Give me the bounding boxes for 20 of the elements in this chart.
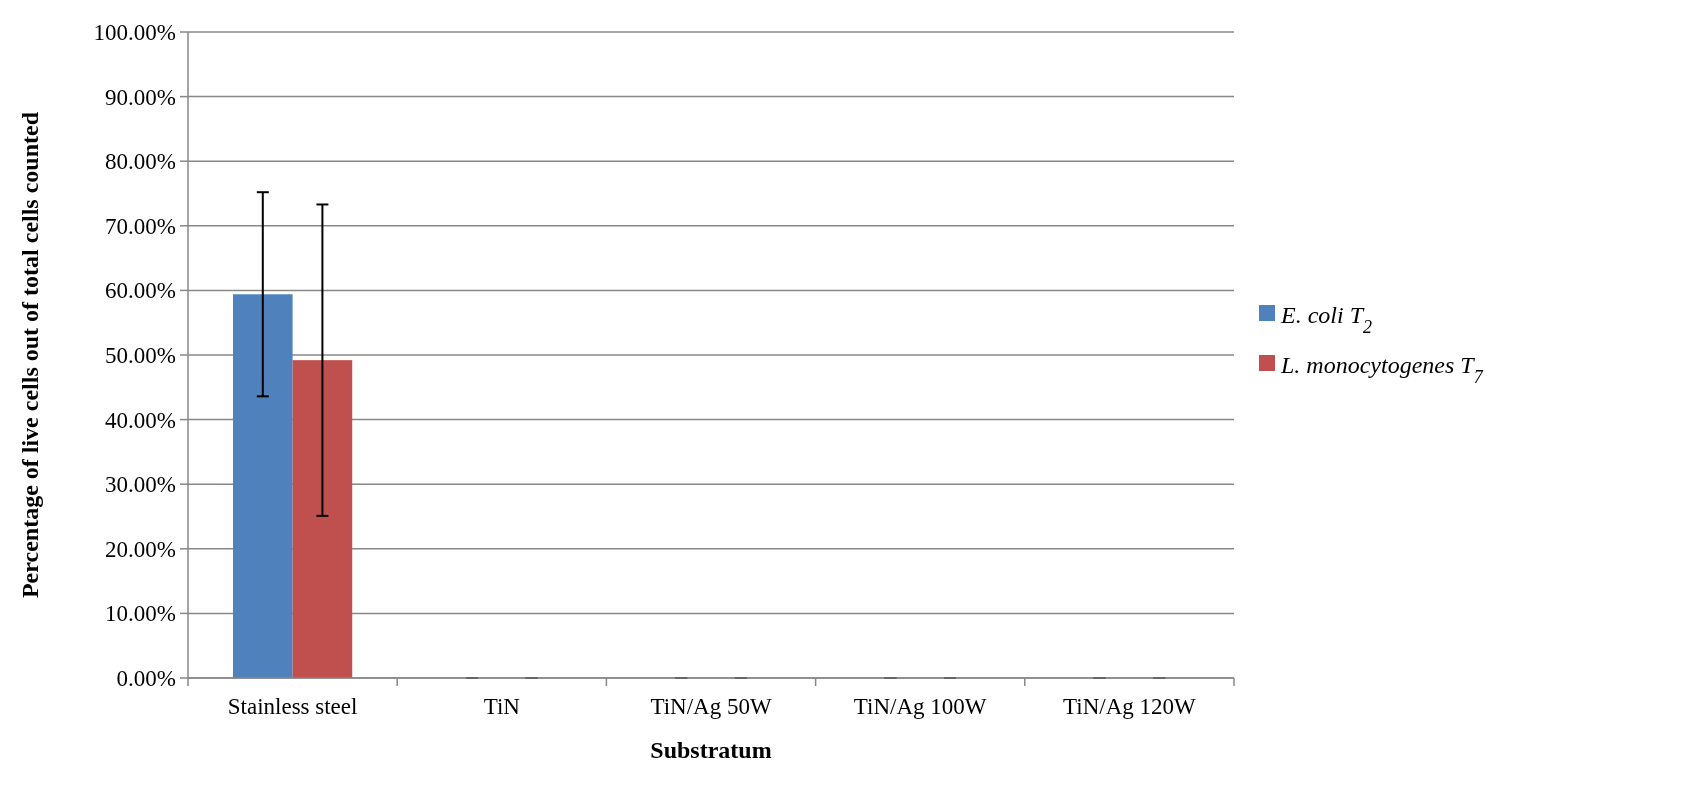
x-tick-label: Stainless steel <box>227 694 358 719</box>
x-tick-label: TiN/Ag 100W <box>853 694 987 719</box>
y-tick-label: 100.00% <box>93 20 176 46</box>
y-tick-label: 10.00% <box>105 601 176 627</box>
y-tick-label: 90.00% <box>105 84 176 110</box>
x-tick-label: TiN/Ag 120W <box>1063 694 1197 719</box>
x-tick-label: TiN/Ag 50W <box>650 694 772 719</box>
y-tick-label: 20.00% <box>105 536 176 562</box>
y-tick-label: 80.00% <box>105 149 176 175</box>
y-tick-label: 0.00% <box>116 666 176 692</box>
y-tick-label: 70.00% <box>105 213 176 239</box>
legend-label: E. coli T$_{2}$ <box>1280 302 1372 338</box>
y-axis-title: Percentage of live cells out of total cells counted <box>17 111 43 599</box>
x-axis-title: Substratum <box>650 737 772 763</box>
legend-label: L. monocytogenes T$_{7}$ <box>1280 352 1484 388</box>
x-tick-label: TiN <box>483 694 521 719</box>
y-tick-label: 60.00% <box>105 278 176 304</box>
y-tick-label: 30.00% <box>105 472 176 498</box>
y-tick-label: 50.00% <box>105 343 176 369</box>
y-tick-label: 40.00% <box>105 407 176 433</box>
